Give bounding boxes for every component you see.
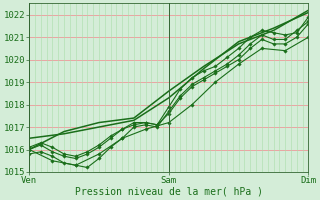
X-axis label: Pression niveau de la mer( hPa ): Pression niveau de la mer( hPa ) — [75, 187, 263, 197]
